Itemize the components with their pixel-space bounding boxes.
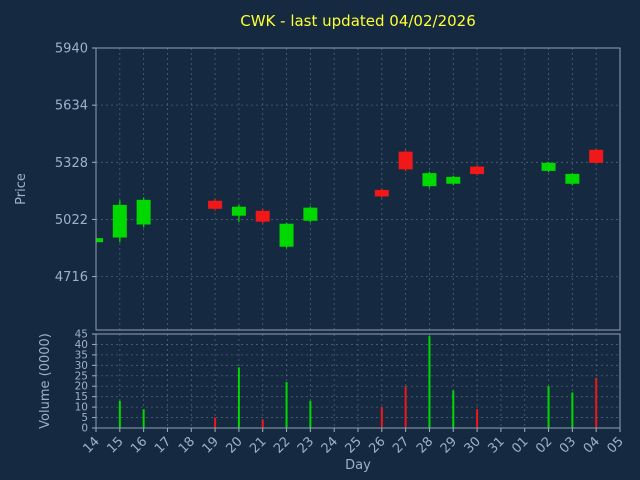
volume-tick-label: 35 — [75, 349, 88, 361]
candle-body — [208, 200, 223, 209]
price-tick-label: 5940 — [55, 42, 88, 57]
x-tick-label: 20 — [223, 434, 245, 456]
candle-body — [470, 166, 485, 175]
x-tick-label: 22 — [271, 434, 293, 456]
volume-panel-border — [95, 333, 621, 429]
x-tick-label: 26 — [366, 434, 388, 456]
x-tick-label: 27 — [390, 434, 412, 456]
volume-tick-label: 25 — [75, 370, 88, 382]
volume-tick-label: 5 — [81, 412, 88, 424]
x-tick-label: 16 — [128, 434, 150, 456]
x-axis-label: Day — [345, 458, 371, 473]
x-tick-label: 05 — [605, 434, 627, 456]
x-tick-label: 14 — [81, 434, 103, 456]
x-tick-label: 19 — [200, 434, 222, 456]
x-tick-label: 21 — [247, 434, 269, 456]
x-tick-label: 03 — [557, 434, 579, 456]
candle-body — [96, 238, 103, 243]
price-axis-label: Price — [14, 173, 29, 205]
x-tick-label: 04 — [581, 434, 603, 456]
candle-body — [303, 207, 318, 221]
candle-body — [231, 206, 246, 216]
x-tick-label: 29 — [438, 434, 460, 456]
price-tick-label: 5328 — [55, 156, 88, 171]
x-tick-label: 15 — [104, 434, 126, 456]
price-tick-label: 5022 — [55, 213, 88, 228]
grid-layer — [95, 47, 621, 429]
x-tick-label: 18 — [176, 434, 198, 456]
candle-body — [374, 189, 389, 197]
candles-group — [96, 148, 604, 249]
candle-body — [589, 149, 604, 163]
x-tick-label: 02 — [533, 434, 555, 456]
price-tick-label: 5634 — [55, 99, 88, 114]
candle-body — [398, 151, 413, 170]
x-tick-label: 17 — [152, 434, 174, 456]
candle-body — [541, 162, 556, 171]
x-tick-label: 24 — [319, 434, 341, 456]
price-tick-label: 4716 — [55, 270, 88, 285]
plot-layer — [96, 148, 604, 428]
x-tick-label: 23 — [295, 434, 317, 456]
volume-tick-label: 40 — [75, 339, 88, 351]
tick-layer: 14 15 16 17 18 19 20 21 22 23 24 25 26 27 28 29 30 31 01 02… — [55, 42, 627, 457]
price-panel-border — [95, 47, 621, 331]
volume-axis-label: Volume (0000) — [38, 333, 53, 429]
volume-tick-label: 15 — [75, 391, 88, 403]
volume-tick-label: 45 — [75, 329, 88, 341]
volume-tick-label: 30 — [75, 360, 88, 372]
x-tick-label: 30 — [462, 434, 484, 456]
candle-body — [255, 210, 270, 222]
volume-bars-group — [118, 336, 598, 428]
x-tick-label: 28 — [414, 434, 436, 456]
candle-body — [446, 176, 461, 184]
candle-body — [136, 199, 151, 225]
x-tick-label: 31 — [485, 434, 507, 456]
candle-body — [422, 173, 437, 187]
volume-tick-label: 10 — [75, 402, 88, 414]
x-tick-label: 25 — [343, 434, 365, 456]
volume-tick-label: 20 — [75, 381, 88, 393]
chart-title: CWK - last updated 04/02/2026 — [240, 12, 476, 30]
x-tick-label: 01 — [509, 434, 531, 456]
volume-tick-label: 0 — [81, 423, 88, 435]
candle-body — [565, 173, 580, 184]
candle-body — [112, 204, 127, 238]
candle-body — [279, 223, 294, 247]
